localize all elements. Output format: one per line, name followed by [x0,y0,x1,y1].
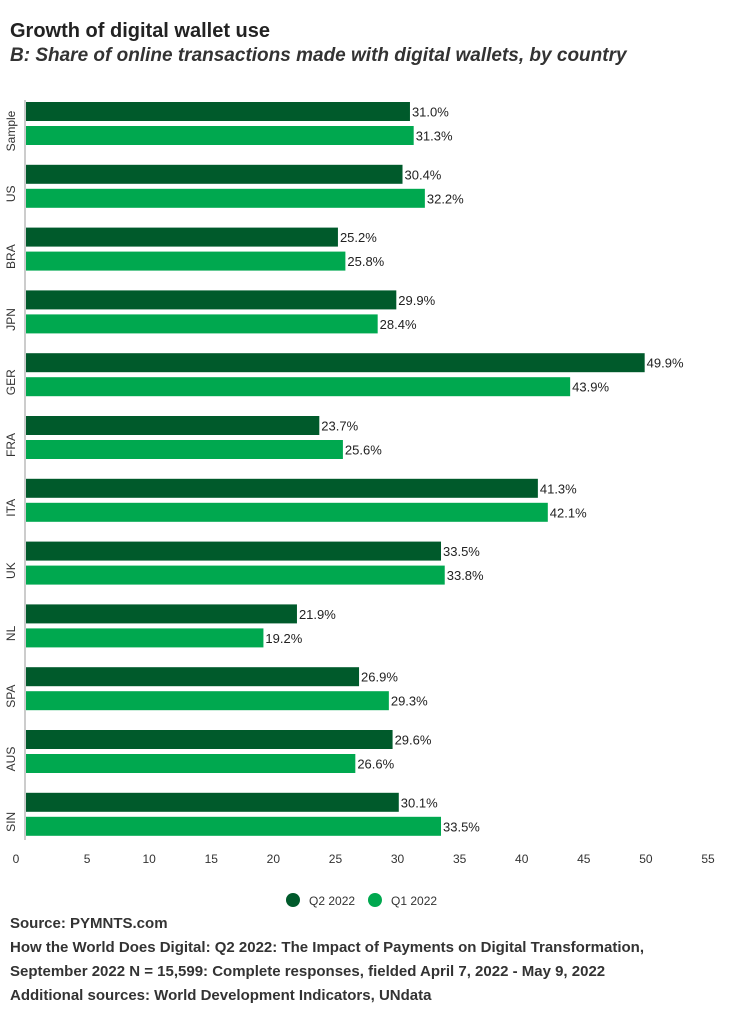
data-label: 31.0% [412,105,449,120]
chart-subtitle: B: Share of online transactions made wit… [10,45,627,66]
data-label: 33.5% [443,544,480,559]
data-label: 43.9% [572,380,609,395]
x-tick-label: 35 [453,852,467,866]
footer-notes: Source: PYMNTS.com How the World Does Di… [10,912,644,1008]
bar-q1 [26,502,548,522]
x-tick-label: 30 [391,852,405,866]
x-tick-label: 25 [329,852,343,866]
data-label: 33.8% [447,568,484,583]
legend-marker-q2 [286,893,300,907]
category-label: SIN [4,812,18,832]
x-tick-label: 20 [267,852,281,866]
bar-q1 [26,628,264,648]
source-note: Source: PYMNTS.com [10,915,168,932]
data-label: 25.8% [347,254,384,269]
category-label: ITA [4,499,18,517]
data-label: 31.3% [416,129,453,144]
data-label: 25.2% [340,230,377,245]
category-label: NL [4,625,18,641]
chart-title: Growth of digital wallet use [10,20,271,42]
bar-q1 [26,440,343,459]
data-label: 42.1% [550,505,587,520]
bar-q2 [26,227,338,247]
bar-q1 [26,126,414,145]
bar-q2 [26,164,403,184]
data-label: 30.4% [405,167,442,182]
data-label: 21.9% [299,607,336,622]
bar-q2 [26,667,360,687]
data-label: 29.9% [398,293,435,308]
x-tick-label: 5 [84,852,91,866]
category-label: AUS [4,747,18,772]
category-label: SPA [4,685,18,708]
category-label: UK [4,562,18,579]
data-label: 49.9% [647,356,684,371]
bar-q2 [26,478,538,498]
x-tick-label: 45 [577,852,591,866]
bar-q2 [26,290,397,310]
category-label: BRA [4,244,18,269]
category-label: Sample [4,110,18,151]
bar-q2 [26,353,645,373]
data-label: 41.3% [540,481,577,496]
data-label: 29.3% [391,694,428,709]
study-note-line-2: September 2022 N = 15,599: Complete resp… [10,963,606,980]
bar-q2 [26,102,410,121]
data-label: 32.2% [427,191,464,206]
bar-q2 [26,604,297,624]
data-label: 26.9% [361,670,398,685]
data-label: 26.6% [357,757,394,772]
category-label: US [4,185,18,202]
bar-q2 [26,792,399,812]
x-tick-label: 15 [205,852,219,866]
data-label: 28.4% [380,317,417,332]
x-tick-label: 55 [701,852,715,866]
data-label: 23.7% [321,419,358,434]
x-tick-label: 0 [13,852,20,866]
study-note-line-1: How the World Does Digital: Q2 2022: The… [10,939,644,956]
additional-sources-note: Additional sources: World Development In… [10,987,432,1004]
category-label: GER [4,369,18,395]
bar-q1 [26,188,425,208]
category-label: FRA [4,433,18,457]
data-label: 30.1% [401,795,438,810]
legend-label-q1: Q1 2022 [391,894,437,908]
bar-q1 [26,377,571,397]
data-label: 19.2% [265,631,302,646]
bar-q2 [26,730,393,749]
x-tick-label: 10 [143,852,157,866]
bar-q1 [26,754,356,773]
bar-q1 [26,691,389,711]
legend-marker-q1 [368,893,382,907]
data-label: 25.6% [345,443,382,458]
bar-q2 [26,541,442,561]
bar-q1 [26,314,378,334]
bar-q1 [26,565,445,585]
bar-q1 [26,816,442,836]
category-label: JPN [4,308,18,331]
x-tick-label: 50 [639,852,653,866]
data-label: 33.5% [443,819,480,834]
data-label: 29.6% [395,733,432,748]
legend-label-q2: Q2 2022 [309,894,355,908]
bar-q1 [26,251,346,271]
bar-q2 [26,416,320,435]
x-tick-label: 40 [515,852,529,866]
